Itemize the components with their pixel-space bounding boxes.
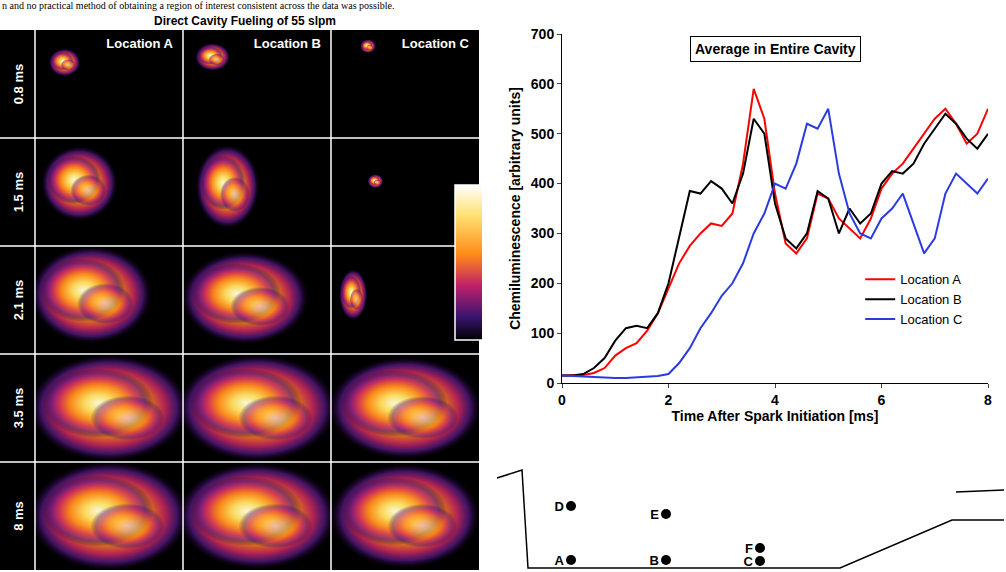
html-text:n and no practical method of o: n and no practical method of obtaining a…: [2, 0, 395, 11]
svg-text:Location C: Location C: [900, 312, 962, 327]
svg-text:D: D: [555, 499, 564, 514]
svg-text:700: 700: [531, 26, 555, 42]
svg-text:200: 200: [531, 275, 555, 291]
svg-text:1.5 ms: 1.5 ms: [11, 172, 26, 212]
svg-text:0: 0: [546, 375, 554, 391]
svg-text:2.1 ms: 2.1 ms: [11, 280, 26, 320]
svg-text:A: A: [555, 553, 565, 568]
svg-text:500: 500: [531, 126, 555, 142]
svg-text:E: E: [650, 507, 659, 522]
svg-text:3.5 ms: 3.5 ms: [11, 388, 26, 428]
svg-text:0: 0: [558, 392, 566, 408]
svg-text:2: 2: [665, 392, 673, 408]
svg-text:Location C: Location C: [402, 36, 470, 51]
svg-text:C: C: [744, 554, 754, 569]
svg-text:400: 400: [531, 175, 555, 191]
svg-text:Direct Cavity Fueling of 55 sl: Direct Cavity Fueling of 55 slpm: [154, 14, 336, 28]
svg-text:Location A: Location A: [106, 36, 173, 51]
svg-text:600: 600: [531, 76, 555, 92]
svg-text:Location B: Location B: [254, 36, 321, 51]
svg-text:300: 300: [531, 225, 555, 241]
svg-text:Location B: Location B: [900, 292, 961, 307]
svg-text:4: 4: [771, 392, 779, 408]
svg-text:100: 100: [531, 325, 555, 341]
svg-text:Time After Spark Initiation [m: Time After Spark Initiation [ms]: [672, 408, 879, 424]
svg-text:6: 6: [878, 392, 886, 408]
svg-text:Location A: Location A: [900, 272, 961, 287]
svg-text:Average in Entire Cavity: Average in Entire Cavity: [695, 41, 856, 57]
svg-text:8 ms: 8 ms: [11, 501, 26, 531]
svg-text:Chemiluminescence [arbitrary u: Chemiluminescence [arbitrary units]: [507, 87, 523, 330]
svg-text:F: F: [745, 541, 753, 556]
svg-text:0.8 ms: 0.8 ms: [11, 64, 26, 104]
svg-text:8: 8: [984, 392, 992, 408]
svg-text:B: B: [650, 553, 659, 568]
